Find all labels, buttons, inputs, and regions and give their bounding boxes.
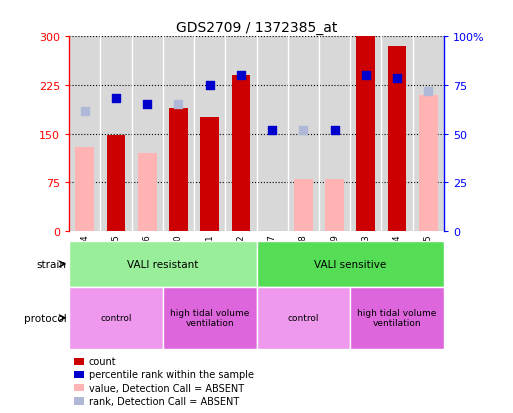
Point [174,102,183,109]
Bar [194,37,225,231]
Text: control: control [288,313,319,323]
Point [330,128,339,134]
Text: percentile rank within the sample: percentile rank within the sample [89,370,254,380]
Bar [75,147,94,231]
Text: protocol: protocol [24,313,67,323]
Bar [163,37,194,231]
Text: count: count [89,356,116,366]
Bar [107,135,126,231]
Bar [294,180,312,231]
Bar [163,287,256,349]
Bar [350,287,444,349]
Text: strain: strain [37,259,67,269]
Bar [256,242,444,287]
Bar [256,287,350,349]
Text: VALI resistant: VALI resistant [127,259,199,269]
Bar [138,154,156,231]
Point [112,95,120,102]
Bar [388,47,406,231]
Bar [381,37,412,231]
Point [206,83,214,89]
Bar [256,37,288,231]
Point [299,128,307,134]
Point [268,128,276,134]
Point [393,76,401,83]
Bar [69,37,101,231]
Bar [288,37,319,231]
Text: control: control [101,313,132,323]
Point [143,102,151,109]
Bar [69,287,163,349]
Bar [225,37,256,231]
Bar [325,180,344,231]
Text: high tidal volume
ventilation: high tidal volume ventilation [170,309,249,328]
Bar [319,37,350,231]
Text: rank, Detection Call = ABSENT: rank, Detection Call = ABSENT [89,396,239,406]
Bar [412,37,444,231]
Title: GDS2709 / 1372385_at: GDS2709 / 1372385_at [176,21,337,35]
Bar [101,37,132,231]
Bar [357,37,375,231]
Bar [419,95,438,231]
Bar [350,37,381,231]
Bar [69,242,256,287]
Point [237,73,245,79]
Bar [169,108,188,231]
Bar [231,76,250,231]
Point [81,108,89,115]
Text: VALI sensitive: VALI sensitive [314,259,386,269]
Point [362,73,370,79]
Bar [200,118,219,231]
Text: value, Detection Call = ABSENT: value, Detection Call = ABSENT [89,383,244,393]
Bar [132,37,163,231]
Point [424,89,432,95]
Text: high tidal volume
ventilation: high tidal volume ventilation [357,309,437,328]
